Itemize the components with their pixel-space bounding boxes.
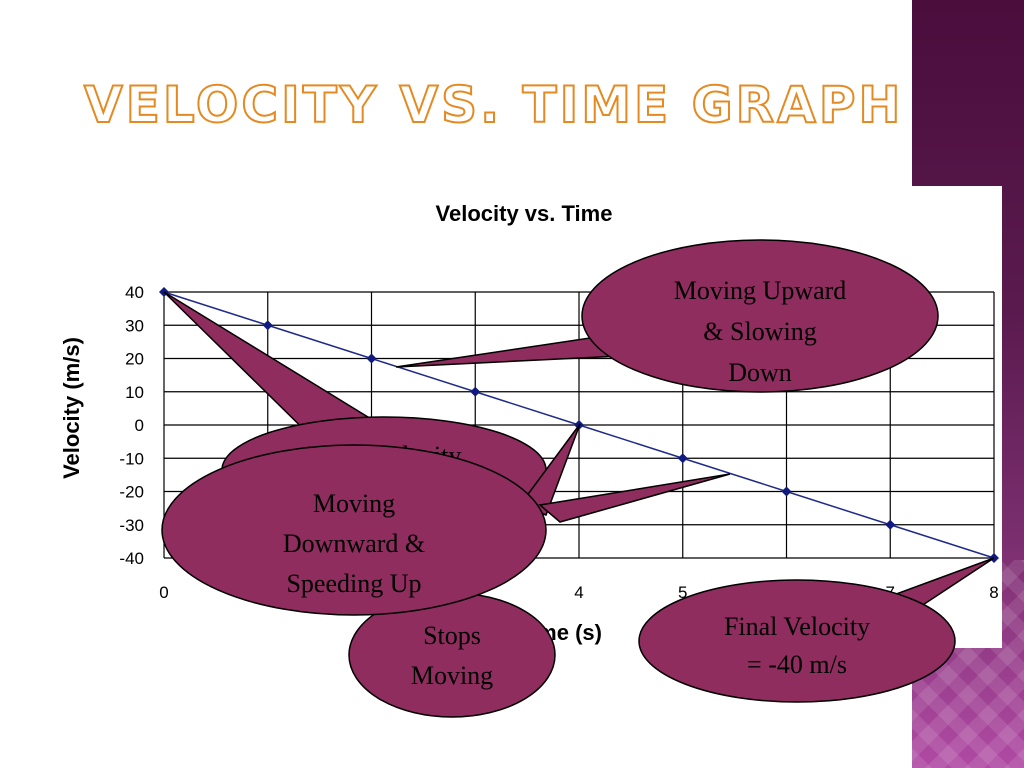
callout-text-line: Moving	[411, 661, 493, 690]
x-tick-label: 5	[678, 583, 687, 602]
y-tick-label: -30	[119, 516, 144, 535]
callout-text-line: Downward &	[283, 529, 425, 558]
callout-bubble	[581, 239, 939, 393]
y-tick-label: 20	[125, 350, 144, 369]
y-tick-label: 30	[125, 316, 144, 335]
x-tick-label: 4	[574, 583, 583, 602]
x-tick-label: 8	[989, 583, 998, 602]
callout-text-line: Final Velocity	[724, 612, 870, 641]
y-axis-label: Velocity (m/s)	[59, 337, 84, 479]
y-tick-label: -10	[119, 449, 144, 468]
chart-title: Velocity vs. Time	[436, 201, 613, 226]
callout-moving-downward: Moving Downward & Speeding Up	[161, 423, 731, 616]
y-tick-label: 10	[125, 383, 144, 402]
callout-text-line: Stops	[423, 621, 481, 650]
y-tick-label: 0	[135, 416, 144, 435]
callout-text-line: Moving Upward	[674, 276, 847, 305]
callout-pointer	[538, 473, 731, 523]
y-tick-label: -40	[119, 549, 144, 568]
callout-text-line: Down	[728, 358, 792, 387]
x-tick-label: 0	[159, 583, 168, 602]
data-point	[677, 453, 688, 464]
data-point	[262, 320, 273, 331]
data-point	[470, 386, 481, 397]
callout-bubble	[161, 444, 547, 616]
callout-moving-upward: Moving Upward & Slowing Down	[395, 239, 939, 393]
slide-title: Velocity vs. Time Graph	[83, 75, 904, 135]
callout-text-line: Speeding Up	[286, 569, 421, 598]
y-tick-label: -20	[119, 483, 144, 502]
callout-text-line: & Slowing	[703, 317, 816, 346]
callout-bubble	[638, 579, 956, 703]
y-tick-label: 40	[125, 283, 144, 302]
callout-final-velocity: Final Velocity = -40 m/s	[638, 557, 995, 703]
callout-text-line: = -40 m/s	[747, 650, 847, 679]
data-point	[885, 519, 896, 530]
data-point	[366, 353, 377, 364]
data-point	[781, 486, 792, 497]
callout-text-line: Moving	[313, 489, 395, 518]
